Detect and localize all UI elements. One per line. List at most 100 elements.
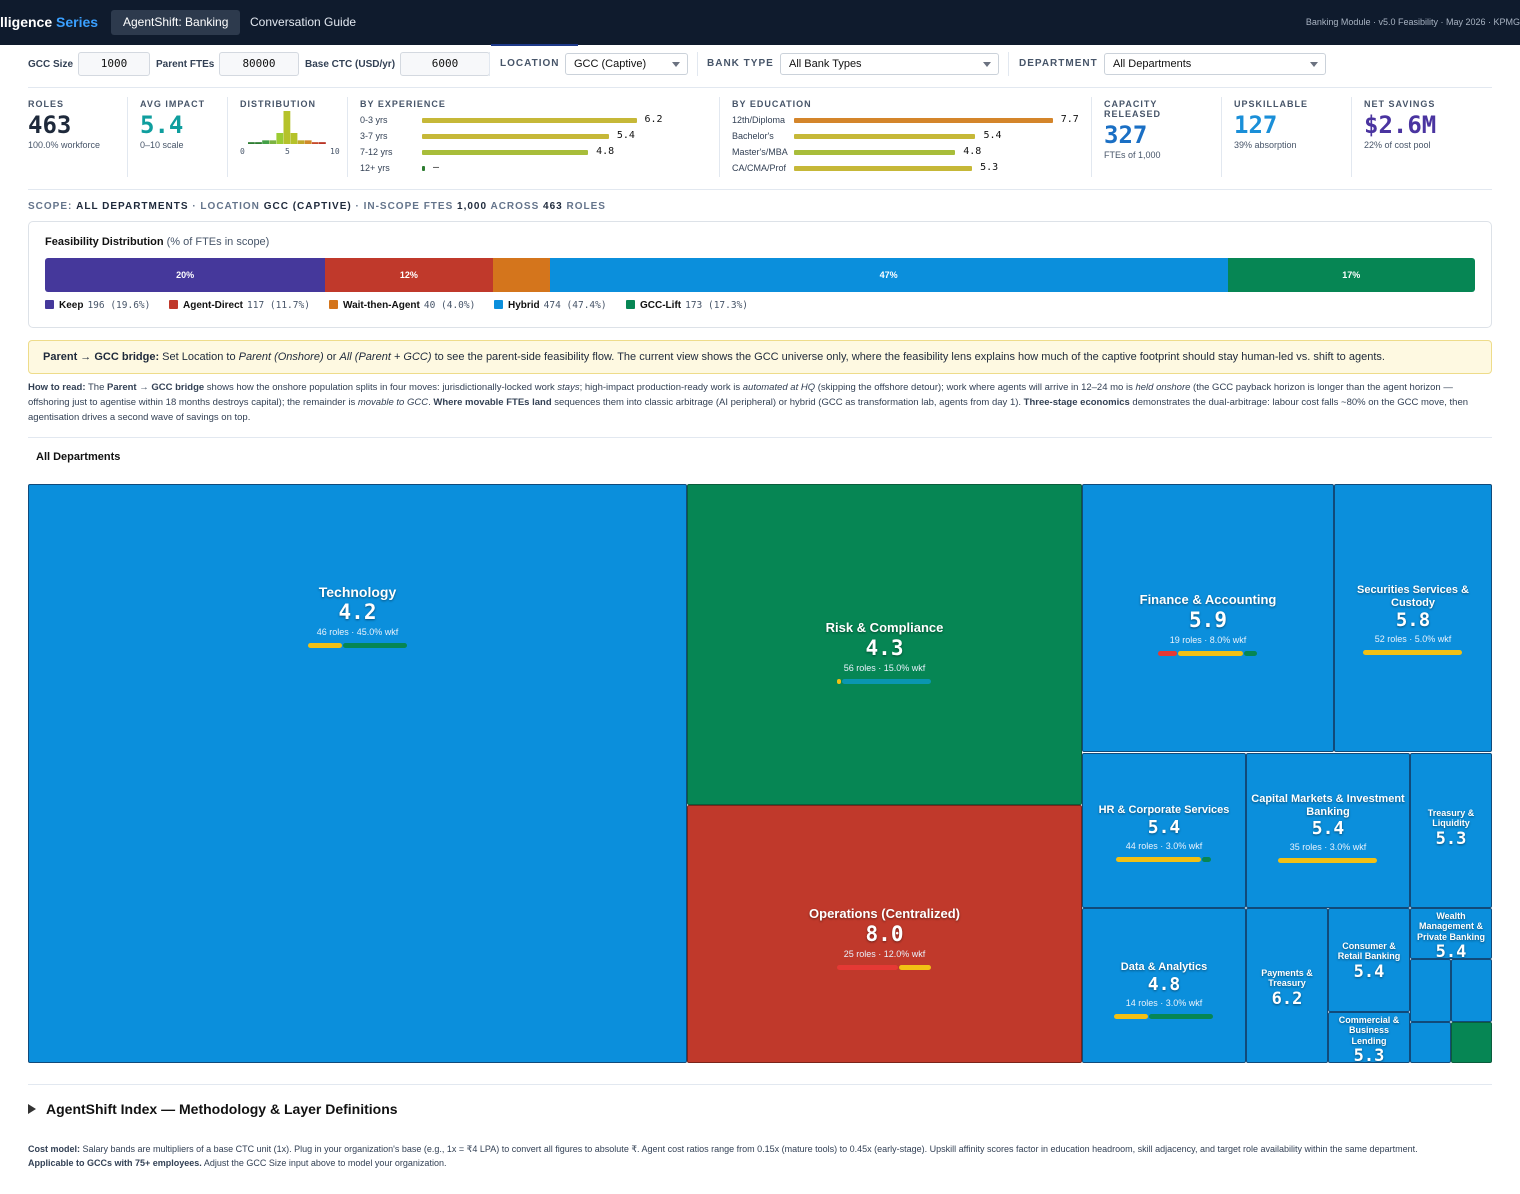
net-savings-sub: 22% of cost pool bbox=[1364, 140, 1431, 150]
legend-item: Hybrid 474 (47.4%) bbox=[494, 300, 607, 311]
tile-name: Consumer & Retail Banking bbox=[1337, 941, 1401, 962]
bank-type-select[interactable]: All Bank Types bbox=[780, 53, 999, 75]
legend-swatch bbox=[45, 300, 54, 309]
education-row: Bachelor's 5.4 bbox=[732, 130, 1072, 143]
base-ctc-label: Base CTC (USD/yr) bbox=[305, 59, 396, 70]
tile-mix-segment bbox=[1158, 650, 1177, 656]
legend-item: GCC-Lift 173 (17.3%) bbox=[626, 300, 748, 311]
tile-name: Securities Services & Custody bbox=[1357, 584, 1469, 609]
experience-value: 5.4 bbox=[616, 130, 635, 141]
divider bbox=[697, 52, 698, 76]
divider bbox=[1091, 97, 1092, 177]
treemap-title: All Departments bbox=[36, 451, 121, 463]
tile-mix-segment bbox=[836, 964, 898, 970]
legend-count: 117 (11.7%) bbox=[247, 300, 310, 311]
divider bbox=[347, 97, 348, 177]
tile-score: 5.3 bbox=[1435, 828, 1467, 849]
histogram-bar bbox=[269, 140, 277, 144]
treemap-tile-operations-centralized[interactable]: Operations (Centralized) 8.0 25 roles · 12… bbox=[687, 805, 1082, 1063]
experience-value: — bbox=[433, 162, 440, 173]
tile-content: Risk & Compliance 4.3 56 roles · 15.0% wkf bbox=[688, 620, 1081, 684]
experience-row: 0-3 yrs 6.2 bbox=[360, 114, 700, 127]
base-ctc-input[interactable]: 6000 bbox=[400, 52, 490, 76]
howto-bold: Parent bbox=[107, 382, 137, 393]
disclosure-triangle-icon bbox=[28, 1104, 36, 1114]
treemap-tile-finance-accounting[interactable]: Finance & Accounting 5.9 19 roles · 8.0% w… bbox=[1082, 484, 1334, 752]
gcc-size-input[interactable]: 1000 bbox=[78, 52, 150, 76]
capacity-label-2: RELEASED bbox=[1104, 109, 1162, 119]
feasibility-title: Feasibility Distribution (% of FTEs in s… bbox=[45, 236, 269, 248]
tile-score: 5.4 bbox=[1147, 816, 1181, 838]
net-savings-value: $2.6M bbox=[1364, 111, 1437, 139]
tab-conversation-guide[interactable]: Conversation Guide bbox=[250, 15, 357, 29]
tile-roles: 52 roles · 5.0% wkf bbox=[1374, 634, 1452, 645]
experience-bar bbox=[422, 150, 589, 155]
legend-count: 474 (47.4%) bbox=[543, 300, 607, 311]
treemap-tile-small[interactable] bbox=[1410, 1022, 1451, 1063]
treemap-tile-hr-corporate-services[interactable]: HR & Corporate Services 5.4 44 roles · 3.0… bbox=[1082, 753, 1246, 908]
treemap-tile-risk-compliance[interactable]: Risk & Compliance 4.3 56 roles · 15.0% wkf bbox=[687, 484, 1082, 805]
chevron-down-icon bbox=[1310, 62, 1318, 67]
howto-text: sequences them into classic arbitrage (A… bbox=[551, 397, 1024, 408]
tab-agentshift-banking[interactable]: AgentShift: Banking bbox=[111, 10, 241, 35]
chevron-down-icon bbox=[672, 62, 680, 67]
experience-row: 7-12 yrs 4.8 bbox=[360, 146, 700, 159]
treemap-tile-commercial-business-lending[interactable]: Commercial & Business Lending 5.3 bbox=[1328, 1012, 1410, 1063]
how-to-read: How to read: The Parent → GCC bridge sho… bbox=[28, 380, 1492, 425]
tile-name: Operations (Centralized) bbox=[809, 906, 960, 921]
parent-ftes-input[interactable]: 80000 bbox=[219, 52, 299, 76]
scope-prefix: SCOPE: bbox=[28, 201, 77, 212]
howto-text: . bbox=[428, 397, 434, 408]
howto-text: demonstrates the dual-arbitrage: labour … bbox=[28, 397, 1469, 423]
tile-mix-bar bbox=[1116, 856, 1212, 862]
histogram-bar bbox=[255, 142, 262, 144]
education-bar bbox=[794, 150, 956, 155]
roles-value: 463 bbox=[28, 111, 72, 139]
treemap-tile-small[interactable] bbox=[1451, 1022, 1492, 1063]
methodology-toggle[interactable]: AgentShift Index — Methodology & Layer D… bbox=[28, 1101, 398, 1117]
divider bbox=[1351, 97, 1352, 177]
treemap-tile-capital-markets-investment-banking[interactable]: Capital Markets & Investment Banking 5.4 3… bbox=[1246, 753, 1410, 908]
department-select[interactable]: All Departments bbox=[1104, 53, 1326, 75]
scope-mid3: ACROSS bbox=[487, 201, 544, 212]
upskillable-value: 127 bbox=[1234, 111, 1278, 139]
tile-score: 5.8 bbox=[1395, 609, 1431, 632]
upskillable-label: UPSKILLABLE bbox=[1234, 99, 1308, 109]
education-row: CA/CMA/Prof 5.3 bbox=[732, 162, 1072, 175]
tile-content: Capital Markets & Investment Banking 5.4 3… bbox=[1247, 793, 1409, 864]
location-select[interactable]: GCC (Captive) bbox=[565, 53, 688, 75]
tile-score: 5.4 bbox=[1311, 818, 1345, 840]
howto-bold: Where movable FTEs land bbox=[433, 397, 552, 408]
histogram-bar bbox=[297, 140, 305, 144]
howto-italic: held onshore bbox=[1135, 382, 1191, 393]
cost-model-note: Cost model: Salary bands are multipliers… bbox=[28, 1142, 1492, 1170]
feasibility-segment-agent-direct: 12% bbox=[325, 258, 493, 292]
treemap-tile-data-analytics[interactable]: Data & Analytics 4.8 14 roles · 3.0% wkf bbox=[1082, 908, 1246, 1063]
treemap-tile-small[interactable] bbox=[1410, 959, 1451, 1022]
education-label: CA/CMA/Prof bbox=[732, 163, 787, 173]
scope-roles: 463 bbox=[543, 201, 563, 212]
treemap-tile-treasury-liquidity[interactable]: Treasury & Liquidity 5.3 bbox=[1410, 753, 1492, 908]
cost-model-bold: Applicable to GCCs with 75+ employees. bbox=[28, 1158, 202, 1168]
avg-impact-sub: 0–10 scale bbox=[140, 140, 184, 150]
avg-impact-value: 5.4 bbox=[140, 111, 184, 139]
experience-label: 12+ yrs bbox=[360, 163, 390, 173]
howto-text: (skipping the offshore detour); work whe… bbox=[815, 382, 1136, 393]
treemap-tile-wealth-management-private-banking[interactable]: Wealth Management & Private Banking 5.4 bbox=[1410, 908, 1492, 959]
treemap-tile-consumer-retail-banking[interactable]: Consumer & Retail Banking 5.4 bbox=[1328, 908, 1410, 1012]
tile-roles: 14 roles · 3.0% wkf bbox=[1125, 997, 1203, 1008]
feasibility-segment-gcc-lift: 17% bbox=[1227, 258, 1475, 292]
distribution-label: DISTRIBUTION bbox=[240, 99, 316, 109]
tile-score: 5.4 bbox=[1435, 942, 1467, 959]
howto-text: (the GCC payback horizon is longer than … bbox=[28, 382, 1453, 408]
scope-mid2: · IN-SCOPE FTES bbox=[351, 201, 458, 212]
treemap-tile-technology[interactable]: Technology 4.2 46 roles · 45.0% wkf bbox=[28, 484, 687, 1063]
brand-accent: Series bbox=[56, 14, 99, 30]
legend-name: Hybrid bbox=[508, 300, 540, 311]
treemap-tile-securities-services-custody[interactable]: Securities Services & Custody 5.8 52 roles… bbox=[1334, 484, 1492, 752]
treemap-tile-payments-treasury[interactable]: Payments & Treasury 6.2 bbox=[1246, 908, 1328, 1063]
legend-count: 196 (19.6%) bbox=[87, 300, 151, 311]
legend-name: GCC-Lift bbox=[640, 300, 682, 311]
treemap-tile-small[interactable] bbox=[1451, 959, 1492, 1022]
department-value: All Departments bbox=[1113, 58, 1192, 70]
